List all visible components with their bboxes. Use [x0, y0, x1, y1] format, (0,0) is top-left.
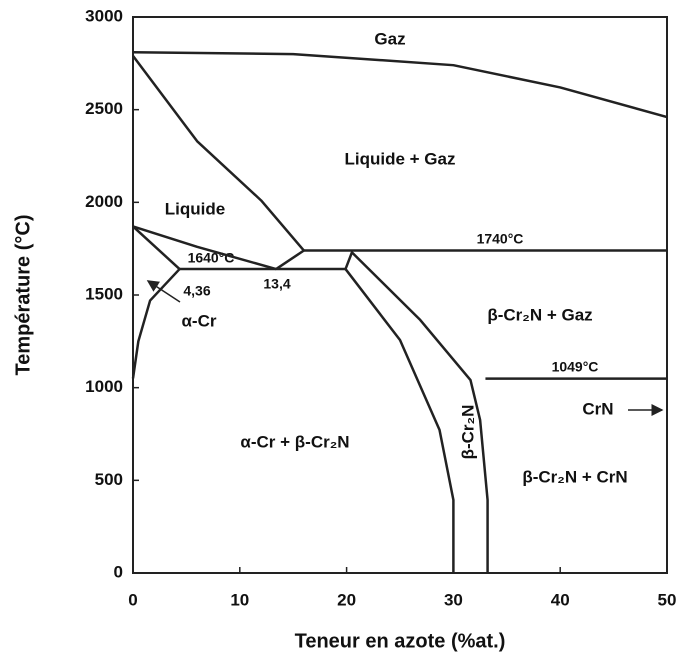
annotation: Liquide — [165, 199, 225, 218]
phase-boundary — [275, 249, 305, 271]
y-tick-label: 3000 — [85, 6, 123, 25]
arrow — [146, 280, 181, 303]
annotation: β-Cr₂N — [458, 405, 477, 460]
y-axis-label: Température (°C) — [12, 215, 34, 376]
phase-boundary — [132, 225, 181, 270]
annotation: 1740°C — [477, 231, 524, 247]
phase-boundary — [131, 268, 181, 379]
annotation: 4,36 — [183, 283, 210, 299]
x-tick-label: 10 — [230, 590, 249, 609]
y-tick-label: 0 — [114, 562, 123, 581]
annotation: 1049°C — [552, 359, 599, 375]
y-tick-label: 2000 — [85, 192, 123, 211]
annotation: Liquide + Gaz — [345, 149, 456, 168]
annotation: Gaz — [374, 29, 405, 48]
y-tick-label: 500 — [95, 470, 123, 489]
phase-boundary — [344, 251, 489, 573]
y-tick-label: 2500 — [85, 99, 123, 118]
y-tick-label: 1000 — [85, 377, 123, 396]
phase-boundary — [132, 50, 668, 119]
annotation: α-Cr — [181, 311, 216, 330]
x-tick-label: 50 — [658, 590, 677, 609]
annotation: 13,4 — [263, 276, 290, 292]
x-tick-label: 40 — [551, 590, 570, 609]
annotation: CrN — [582, 399, 613, 418]
annotation: 1640°C — [188, 250, 235, 266]
x-tick-label: 30 — [444, 590, 463, 609]
annotation: β-Cr₂N + CrN — [522, 467, 627, 486]
x-tick-label: 0 — [128, 590, 137, 609]
annotation: β-Cr₂N + Gaz — [487, 305, 592, 324]
annotation: α-Cr + β-Cr₂N — [240, 432, 349, 451]
phase-boundary — [132, 55, 305, 252]
plot-frame — [132, 16, 668, 574]
x-axis-label: Teneur en azote (%at.) — [295, 630, 506, 652]
phase-boundary — [132, 225, 277, 271]
phase-boundary — [344, 268, 455, 573]
y-tick-label: 1500 — [85, 284, 123, 303]
x-tick-label: 20 — [337, 590, 356, 609]
